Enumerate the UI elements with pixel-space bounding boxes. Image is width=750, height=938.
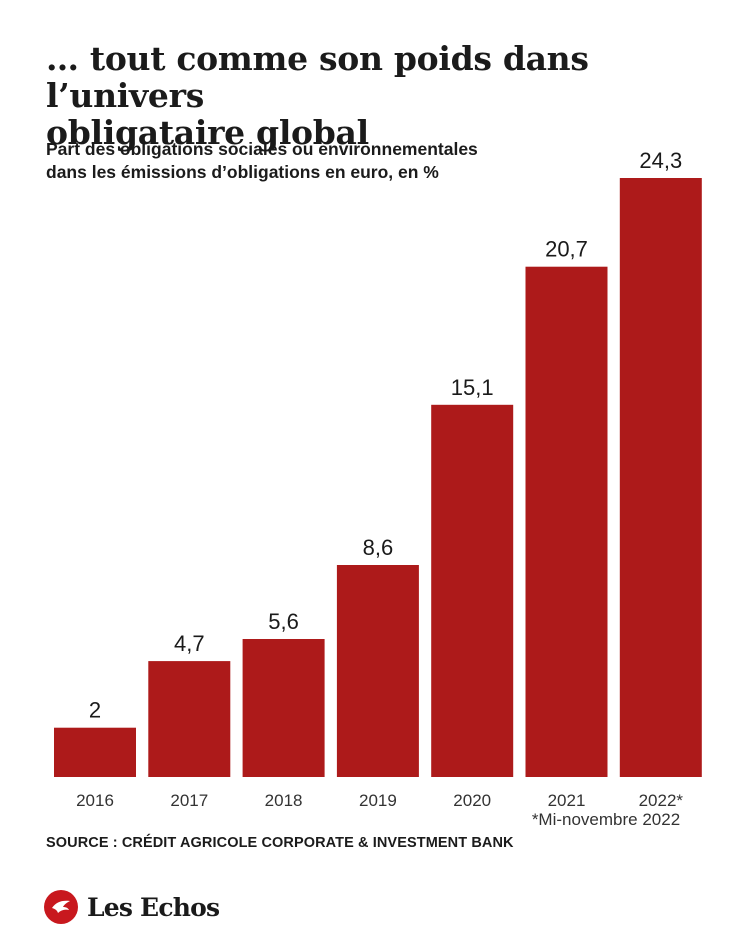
chart-title-line-1: … tout comme son poids dans l’univers xyxy=(46,39,589,115)
category-label: 2017 xyxy=(170,791,208,810)
value-label: 15,1 xyxy=(451,375,494,400)
category-labels-group: 2016 2017 2018 2019 2020 2021 2022* xyxy=(76,791,683,810)
bar-2022 xyxy=(619,178,702,777)
value-label: 5,6 xyxy=(268,609,299,634)
bars-group xyxy=(54,178,702,777)
chart-footnote: *Mi-novembre 2022 xyxy=(532,810,680,829)
category-label: 2019 xyxy=(359,791,397,810)
category-label: 2022* xyxy=(639,791,684,810)
bar-2016 xyxy=(54,727,136,777)
brand-logo: Les Echos xyxy=(44,887,220,927)
value-label: 20,7 xyxy=(545,237,588,262)
bar-2017 xyxy=(148,661,231,777)
bar-2018 xyxy=(242,639,325,777)
chart-subtitle-line-1: Part des obligations sociales ou environ… xyxy=(46,139,478,159)
bar-2019 xyxy=(336,565,419,777)
source-note: SOURCE : CRÉDIT AGRICOLE CORPORATE & INV… xyxy=(46,835,514,851)
bar-2020 xyxy=(431,404,514,777)
bar-2021 xyxy=(525,266,608,777)
category-label: 2021 xyxy=(548,791,586,810)
value-label: 2 xyxy=(89,698,101,723)
chart-title-line-2: obligataire global xyxy=(46,113,369,152)
value-label: 4,7 xyxy=(174,631,205,656)
category-label: 2016 xyxy=(76,791,114,810)
bar-chart: 24,75,68,615,120,724,3 2016 2017 2018 2019 2… xyxy=(54,148,702,829)
value-label: 24,3 xyxy=(639,148,682,173)
chart-subtitle: Part des obligations sociales ou environ… xyxy=(46,138,566,184)
value-label: 8,6 xyxy=(363,535,394,560)
brand-name: Les Echos xyxy=(87,892,220,922)
chart-title: … tout comme son poids dans l’univers ob… xyxy=(46,40,726,151)
value-labels-group: 2 4,7 5,6 8,6 15,1 20,7 24,3 xyxy=(89,148,682,723)
chart-subtitle-line-2: dans les émissions d’obligations en euro… xyxy=(46,162,439,182)
bird-icon xyxy=(44,890,78,924)
category-label: 2020 xyxy=(453,791,491,810)
category-label: 2018 xyxy=(265,791,303,810)
